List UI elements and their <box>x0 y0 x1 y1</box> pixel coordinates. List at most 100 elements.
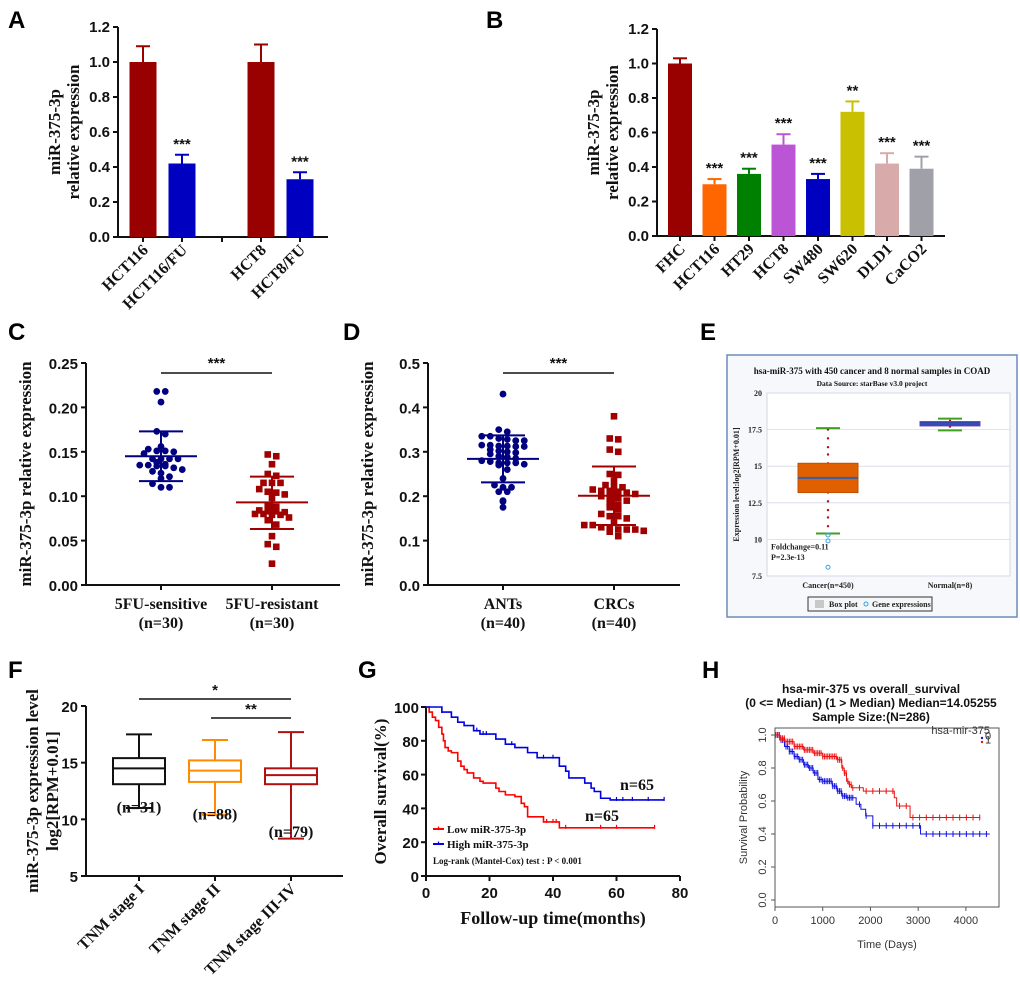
y-tick-label: 0.20 <box>49 400 78 417</box>
panel-letter-a: A <box>8 7 25 34</box>
panel-d-dot-plot: 0.0 0.1 0.2 0.3 0.4 0.5 miR-375-3p relative ex… <box>358 355 680 632</box>
data-point <box>614 512 622 520</box>
data-point <box>264 451 272 458</box>
data-point <box>144 461 152 469</box>
box <box>112 757 166 786</box>
whisker-dot <box>826 500 830 503</box>
data-point <box>623 497 631 504</box>
y-tick-label: 0.0 <box>757 892 769 907</box>
survival-curve <box>426 706 665 801</box>
data-point <box>268 460 276 468</box>
panel-g-survival-curve: 0 20 40 60 80 100 0 20 40 60 80 Overall survival(%)… <box>371 700 688 929</box>
data-point <box>512 437 520 445</box>
y-axis-label: miR-375-3p expression level <box>23 689 42 893</box>
data-point <box>260 510 267 518</box>
data-point <box>268 560 276 567</box>
box-plot-legend-swatch <box>815 600 824 608</box>
data-point <box>277 511 284 519</box>
data-point <box>495 488 503 496</box>
gene-expression-legend-marker <box>863 601 869 607</box>
y-axis-label: miR-375-3p relative expression <box>16 361 35 587</box>
data-point <box>255 507 263 514</box>
data-point <box>478 441 486 449</box>
panel-letter-d: D <box>343 319 360 346</box>
x-tick-label: 2000 <box>858 915 882 927</box>
data-point <box>153 462 161 470</box>
significance-label: *** <box>706 160 724 177</box>
data-point <box>161 447 169 455</box>
panel-letter-e: E <box>700 319 716 346</box>
log-rank-annotation: Log-rank (Mantel-Cox) test : P < 0.001 <box>433 856 582 866</box>
data-point <box>251 510 259 518</box>
y-tick-label: 0.6 <box>757 793 769 808</box>
data-point <box>520 443 528 450</box>
data-point <box>495 426 503 433</box>
data-point <box>161 388 169 395</box>
legend-label: Box plot <box>829 600 858 609</box>
data-point <box>503 488 511 496</box>
y-tick-label: 0.4 <box>89 159 111 176</box>
foldchange-annotation: Foldchange=0.11 <box>771 543 829 552</box>
whisker-dot <box>826 508 830 512</box>
y-tick-label: 0.4 <box>757 826 769 841</box>
y-tick-label: 1.0 <box>89 54 110 71</box>
data-point <box>499 390 507 398</box>
data-point <box>264 488 272 496</box>
x-axis-label: Time (Days) <box>857 939 916 951</box>
data-point <box>614 532 622 540</box>
legend-label: Gene expressions <box>872 600 931 609</box>
data-point <box>631 526 639 533</box>
x-tick-label: Cancer(n=450) <box>802 581 854 590</box>
bar <box>668 63 692 236</box>
survival-curve <box>426 706 655 829</box>
bar <box>702 184 727 236</box>
data-point <box>631 490 639 498</box>
bar <box>875 163 899 236</box>
data-point <box>255 485 263 493</box>
data-point <box>606 446 614 453</box>
significance-label: *** <box>740 150 758 167</box>
data-point <box>157 398 165 406</box>
bar <box>909 168 934 236</box>
data-point <box>272 452 280 460</box>
data-point <box>614 448 622 456</box>
sample-size-label: (n=79) <box>269 824 314 841</box>
significance-label: *** <box>878 134 896 151</box>
significance-label: *** <box>173 136 191 153</box>
data-point <box>623 526 631 533</box>
y-axis-label: Expression level:log2[RPM+0.01] <box>732 427 741 542</box>
sample-size-label: (n=88) <box>193 807 238 824</box>
x-tick-label: TNM stage I <box>75 881 148 954</box>
outlier-point <box>825 564 831 570</box>
y-axis-label: log2[RPM+0.01] <box>43 731 62 851</box>
data-point <box>503 466 511 473</box>
data-point <box>264 470 272 478</box>
y-tick-label: 0.6 <box>628 125 649 142</box>
chart-title-line: (0 <= Median) (1 > Median) Median=14.052… <box>745 696 997 710</box>
data-point <box>166 473 173 481</box>
data-point <box>606 499 614 507</box>
y-tick-label: 100 <box>394 700 419 717</box>
bar <box>737 173 761 236</box>
legend-label: 1 <box>985 735 991 747</box>
data-point <box>614 436 622 443</box>
significance-label: * <box>212 682 218 699</box>
panel-b-bar-chart: 0.0 0.2 0.4 0.6 0.8 1.0 1.2 miR-375-3p relative … <box>584 21 945 294</box>
y-tick-label: 0.8 <box>757 760 769 775</box>
data-point <box>136 461 144 469</box>
data-point <box>268 532 276 540</box>
bar <box>247 62 275 237</box>
legend-title: hsa-mir-375 <box>931 725 990 737</box>
n-label-high: n=65 <box>620 777 654 794</box>
data-point <box>589 486 597 493</box>
chart-title: hsa-miR-375 with 450 cancer and 8 normal… <box>754 366 991 376</box>
data-point <box>606 493 614 501</box>
x-tick-label: 20 <box>481 885 498 902</box>
whisker-dot <box>826 445 830 449</box>
x-tick-sublabel: (n=30) <box>250 615 295 632</box>
data-point <box>503 459 511 467</box>
legend-marker <box>980 736 984 740</box>
chart-title-line: hsa-mir-375 vs overall_survival <box>782 682 960 696</box>
panel-e-box-plot: hsa-miR-375 with 450 cancer and 8 normal… <box>726 354 1018 618</box>
y-axis-label: relative expression <box>64 64 83 199</box>
